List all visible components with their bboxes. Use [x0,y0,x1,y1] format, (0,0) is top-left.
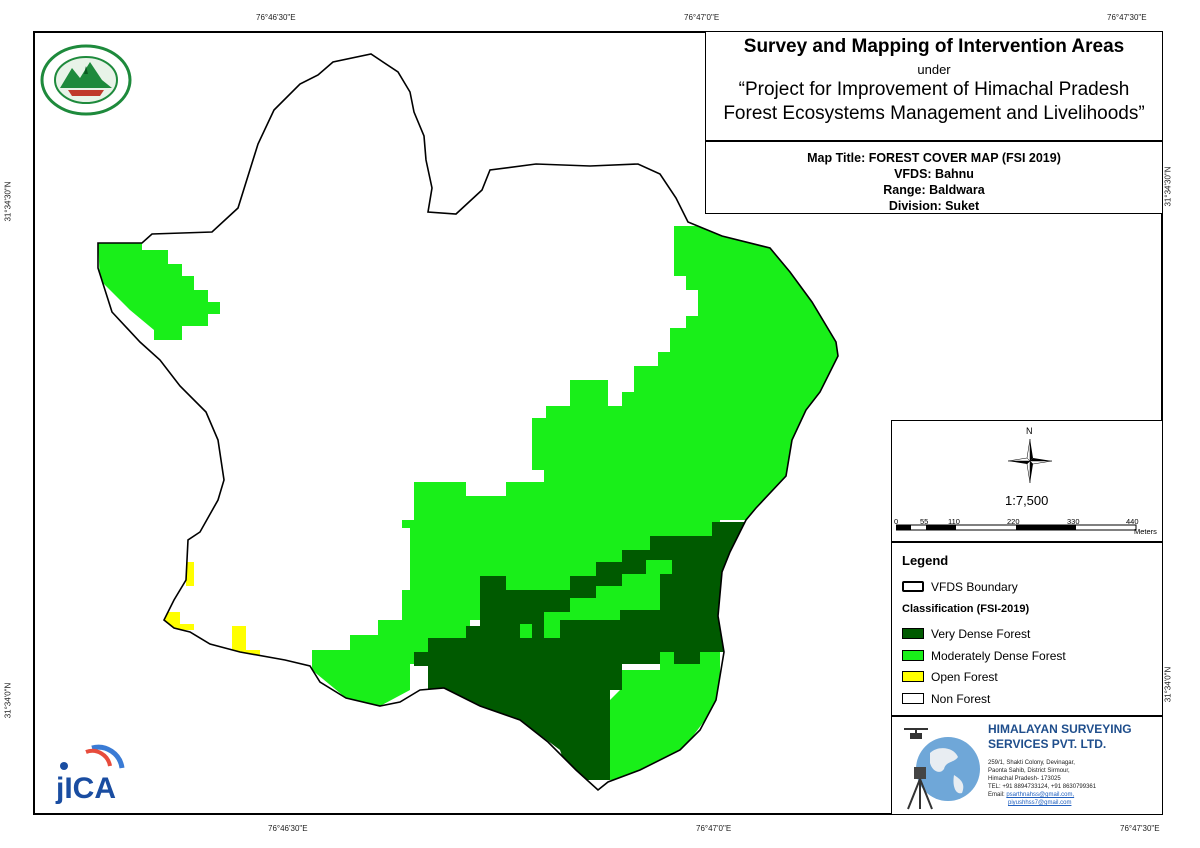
open-forest-swatch [902,671,924,682]
scale-tick-label: 0 [894,517,899,526]
legend-item-label: VFDS Boundary [931,580,1018,594]
company-name-line1: HIMALAYAN SURVEYING [988,722,1132,736]
top-coord-label: 76°47'30"E [1107,13,1147,22]
north-label: N [1026,426,1033,436]
map-main-title: Survey and Mapping of Intervention Areas [743,36,1125,57]
division-text: Division: Suket [888,199,980,213]
legend-title: Legend [902,553,949,568]
bottom-coord-label: 76°47'30"E [1120,824,1160,833]
forest-department-logo [40,44,132,116]
north-arrow-icon [1008,439,1052,483]
project-title-line1: “Project for Improvement of Himachal Pra… [738,79,1130,100]
address-line: Himachal Pradesh- 173025 [988,776,1061,782]
map-title-text: Map Title: FOREST COVER MAP (FSI 2019) [807,151,1061,165]
vfds-boundary [97,53,839,792]
scale-unit-label: Meters [1134,527,1157,536]
classification-title: Classification (FSI-2019) [902,603,1030,615]
email-link[interactable]: piyushhss7@gmail.com [1008,800,1072,806]
boundary-swatch [902,581,924,592]
scale-bar [896,524,1137,531]
email-row: Email: psarthnahss@gmail.com, [988,791,1096,799]
non-forest-swatch [902,693,924,704]
legend-item-label: Very Dense Forest [931,627,1031,641]
company-name: HIMALAYAN SURVEYING SERVICES PVT. LTD. [988,722,1132,752]
company-box: HIMALAYAN SURVEYING SERVICES PVT. LTD. 2… [891,716,1163,815]
jica-logo: jICA [55,744,125,805]
scale-box: N 1:7,500 0 55 110 220 330 440 Meters [891,420,1163,542]
company-address: 259/1, Shakti Colony, Devinagar, Paonta … [988,759,1096,807]
company-name-line2: SERVICES PVT. LTD. [988,737,1107,751]
range-text: Range: Baldwara [883,183,985,197]
title-under: under [917,62,951,77]
legend-box: Legend VFDS Boundary Classification (FSI… [891,542,1163,716]
legend-item-label: Moderately Dense Forest [931,649,1066,663]
address-line: 259/1, Shakti Colony, Devinagar, [988,760,1075,766]
email-label: Email: [988,792,1005,798]
project-title-line2: Forest Ecosystems Management and Livelih… [723,103,1145,124]
vfds-text: VFDS: Bahnu [894,167,974,181]
survey-globe-logo [904,728,980,810]
legend-item-label: Open Forest [931,670,998,684]
scale-tick-label: 330 [1067,517,1080,526]
legend-item-label: Non Forest [931,692,991,706]
telephone: TEL: +91 8894733124, +91 8630799361 [988,784,1097,790]
scale-ratio: 1:7,500 [1005,493,1049,508]
top-coord-label: 76°46'30"E [256,13,296,22]
scale-tick-label: 55 [920,517,929,526]
scale-tick-label: 110 [948,517,960,526]
bottom-coord-label: 76°46'30"E [268,824,308,833]
very-dense-swatch [902,628,924,639]
top-coord-label: 76°47'0"E [684,13,720,22]
address-line: Paonta Sahib, District Sirmour, [988,768,1070,774]
bottom-coord-label: 76°47'0"E [696,824,732,833]
svg-text:jICA: jICA [55,772,116,805]
scale-tick-label: 220 [1007,517,1020,526]
moderately-dense-swatch [902,650,924,661]
title-box: Survey and Mapping of Intervention Areas… [705,31,1163,141]
map-info-box: Map Title: FOREST COVER MAP (FSI 2019) V… [705,141,1163,214]
email-link[interactable]: psarthnahss@gmail.com, [1006,792,1075,798]
scale-tick-label: 440 [1126,517,1139,526]
